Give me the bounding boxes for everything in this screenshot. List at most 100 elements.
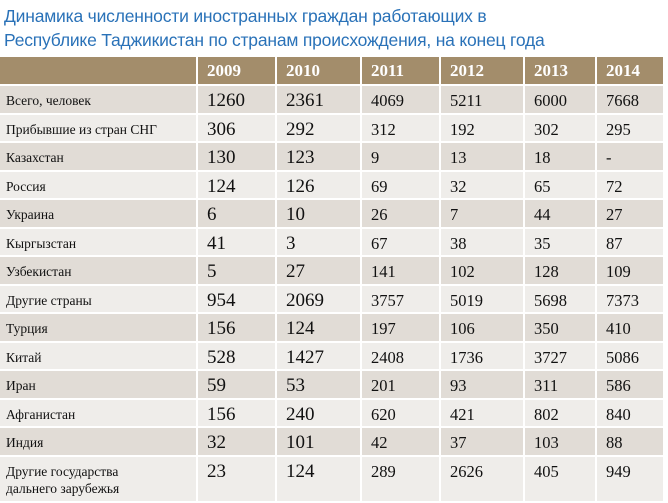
cell-2010: 2361 (277, 86, 362, 115)
foreign-workers-table: 2009 2010 2011 2012 2013 2014 Всего, чел… (0, 57, 663, 503)
header-2013: 2013 (525, 57, 597, 86)
cell-2014: 87 (597, 228, 663, 257)
row-label: Турция (0, 314, 198, 343)
header-2014: 2014 (597, 57, 663, 86)
cell-2009: 954 (198, 285, 277, 314)
row-label: Украина (0, 200, 198, 229)
header-row: 2009 2010 2011 2012 2013 2014 (0, 57, 663, 86)
cell-2010: 292 (277, 114, 362, 143)
cell-2013: 103 (525, 428, 597, 457)
cell-2011: 620 (362, 399, 441, 428)
header-blank (0, 57, 198, 86)
table-row: Всего, человек 1260 2361 4069 5211 6000 … (0, 86, 663, 115)
cell-2012: 2626 (441, 456, 525, 503)
cell-2014: 27 (597, 200, 663, 229)
cell-2014: - (597, 143, 663, 172)
cell-2014: 840 (597, 399, 663, 428)
cell-2011: 289 (362, 456, 441, 503)
cell-2011: 197 (362, 314, 441, 343)
row-label: Другие страны (0, 285, 198, 314)
header-2009: 2009 (198, 57, 277, 86)
cell-2012: 102 (441, 257, 525, 286)
cell-2012: 106 (441, 314, 525, 343)
cell-2010: 124 (277, 456, 362, 503)
row-label: Индия (0, 428, 198, 457)
table-row: Другие страны 954 2069 3757 5019 5698 73… (0, 285, 663, 314)
title-line-2: Республике Таджикистан по странам происх… (4, 30, 545, 50)
cell-2011: 3757 (362, 285, 441, 314)
cell-2011: 4069 (362, 86, 441, 115)
cell-2009: 23 (198, 456, 277, 503)
cell-2010: 126 (277, 171, 362, 200)
header-2010: 2010 (277, 57, 362, 86)
cell-2013: 405 (525, 456, 597, 503)
table-row: Казахстан 130 123 9 13 18 - (0, 143, 663, 172)
cell-2012: 37 (441, 428, 525, 457)
cell-2012: 32 (441, 171, 525, 200)
cell-2013: 44 (525, 200, 597, 229)
cell-2014: 586 (597, 371, 663, 400)
cell-2010: 240 (277, 399, 362, 428)
cell-2014: 5086 (597, 342, 663, 371)
row-label: Другие государства дальнего зарубежья (0, 456, 198, 503)
cell-2013: 350 (525, 314, 597, 343)
table-title: Динамика численности иностранных граждан… (4, 4, 664, 52)
cell-2013: 6000 (525, 86, 597, 115)
title-line-1: Динамика численности иностранных граждан… (4, 6, 487, 26)
cell-2013: 18 (525, 143, 597, 172)
cell-2009: 5 (198, 257, 277, 286)
row-label: Прибывшие из стран СНГ (0, 114, 198, 143)
cell-2014: 7668 (597, 86, 663, 115)
cell-2013: 311 (525, 371, 597, 400)
cell-2011: 42 (362, 428, 441, 457)
row-label: Россия (0, 171, 198, 200)
cell-2010: 124 (277, 314, 362, 343)
cell-2009: 124 (198, 171, 277, 200)
cell-2009: 32 (198, 428, 277, 457)
row-label: Казахстан (0, 143, 198, 172)
row-label: Узбекистан (0, 257, 198, 286)
table-row: Китай 528 1427 2408 1736 3727 5086 (0, 342, 663, 371)
cell-2012: 38 (441, 228, 525, 257)
cell-2013: 65 (525, 171, 597, 200)
cell-2009: 130 (198, 143, 277, 172)
cell-2013: 802 (525, 399, 597, 428)
table-row: Украина 6 10 26 7 44 27 (0, 200, 663, 229)
cell-2009: 59 (198, 371, 277, 400)
cell-2010: 2069 (277, 285, 362, 314)
cell-2010: 27 (277, 257, 362, 286)
row-label: Афганистан (0, 399, 198, 428)
cell-2009: 1260 (198, 86, 277, 115)
cell-2012: 1736 (441, 342, 525, 371)
row-label-line-1: Другие государства (6, 463, 119, 479)
cell-2010: 1427 (277, 342, 362, 371)
cell-2010: 53 (277, 371, 362, 400)
cell-2011: 9 (362, 143, 441, 172)
cell-2012: 7 (441, 200, 525, 229)
cell-2014: 295 (597, 114, 663, 143)
cell-2013: 302 (525, 114, 597, 143)
table-row: Индия 32 101 42 37 103 88 (0, 428, 663, 457)
table-row: Кыргызстан 41 3 67 38 35 87 (0, 228, 663, 257)
header-2011: 2011 (362, 57, 441, 86)
table-row: Иран 59 53 201 93 311 586 (0, 371, 663, 400)
row-label-line-2: дальнего зарубежья (6, 480, 120, 496)
cell-2011: 141 (362, 257, 441, 286)
cell-2014: 949 (597, 456, 663, 503)
cell-2014: 72 (597, 171, 663, 200)
cell-2009: 156 (198, 399, 277, 428)
cell-2011: 69 (362, 171, 441, 200)
cell-2012: 93 (441, 371, 525, 400)
cell-2011: 67 (362, 228, 441, 257)
table-row: Афганистан 156 240 620 421 802 840 (0, 399, 663, 428)
cell-2012: 5019 (441, 285, 525, 314)
cell-2012: 421 (441, 399, 525, 428)
table-row: Россия 124 126 69 32 65 72 (0, 171, 663, 200)
header-2012: 2012 (441, 57, 525, 86)
table-row: Турция 156 124 197 106 350 410 (0, 314, 663, 343)
cell-2011: 26 (362, 200, 441, 229)
cell-2010: 123 (277, 143, 362, 172)
row-label: Кыргызстан (0, 228, 198, 257)
cell-2009: 306 (198, 114, 277, 143)
cell-2013: 35 (525, 228, 597, 257)
